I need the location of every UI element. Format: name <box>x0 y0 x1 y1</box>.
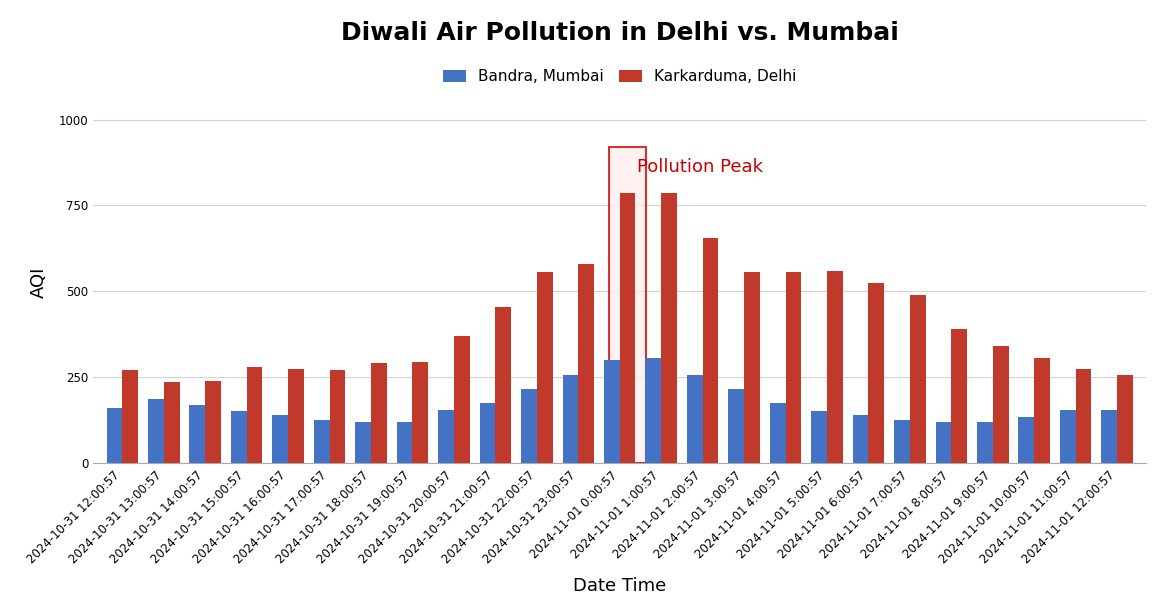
Bar <box>537 272 553 463</box>
Bar <box>189 405 205 463</box>
Bar <box>1019 416 1034 463</box>
Bar <box>936 422 951 463</box>
Bar <box>785 272 802 463</box>
Bar <box>579 264 594 463</box>
Bar <box>329 370 345 463</box>
Bar <box>288 368 303 463</box>
Bar <box>687 375 703 463</box>
Bar <box>355 422 371 463</box>
Bar <box>910 294 925 463</box>
Bar <box>438 410 454 463</box>
Bar <box>371 363 386 463</box>
Bar <box>480 403 495 463</box>
Bar <box>662 193 677 463</box>
Bar <box>645 359 662 463</box>
Bar <box>951 329 967 463</box>
Bar <box>745 272 760 463</box>
Bar <box>148 399 163 463</box>
Bar <box>605 360 620 463</box>
Text: Pollution Peak: Pollution Peak <box>637 158 763 176</box>
Bar <box>608 147 645 463</box>
Bar <box>246 367 263 463</box>
Bar <box>163 383 180 463</box>
Bar <box>454 336 469 463</box>
Bar <box>231 411 246 463</box>
Bar <box>770 403 785 463</box>
Bar <box>977 422 993 463</box>
Bar <box>1034 359 1050 463</box>
Bar <box>703 238 719 463</box>
Bar <box>1117 375 1133 463</box>
Bar <box>853 415 868 463</box>
Bar <box>562 375 579 463</box>
Bar <box>272 415 288 463</box>
Bar <box>495 307 511 463</box>
Bar <box>827 270 843 463</box>
Bar <box>1102 410 1117 463</box>
Bar <box>868 283 885 463</box>
Bar <box>1076 368 1091 463</box>
Bar <box>205 381 221 463</box>
Bar <box>894 420 910 463</box>
Bar <box>397 422 412 463</box>
Bar <box>522 389 537 463</box>
Bar <box>1060 410 1076 463</box>
Bar <box>620 193 636 463</box>
Bar <box>993 346 1008 463</box>
X-axis label: Date Time: Date Time <box>573 577 666 595</box>
Bar <box>123 370 138 463</box>
Y-axis label: AQI: AQI <box>29 267 48 298</box>
Legend: Bandra, Mumbai, Karkarduma, Delhi: Bandra, Mumbai, Karkarduma, Delhi <box>436 63 803 91</box>
Bar <box>106 408 123 463</box>
Bar <box>412 362 428 463</box>
Title: Diwali Air Pollution in Delhi vs. Mumbai: Diwali Air Pollution in Delhi vs. Mumbai <box>341 21 899 45</box>
Bar <box>314 420 329 463</box>
Bar <box>728 389 745 463</box>
Bar <box>811 411 827 463</box>
